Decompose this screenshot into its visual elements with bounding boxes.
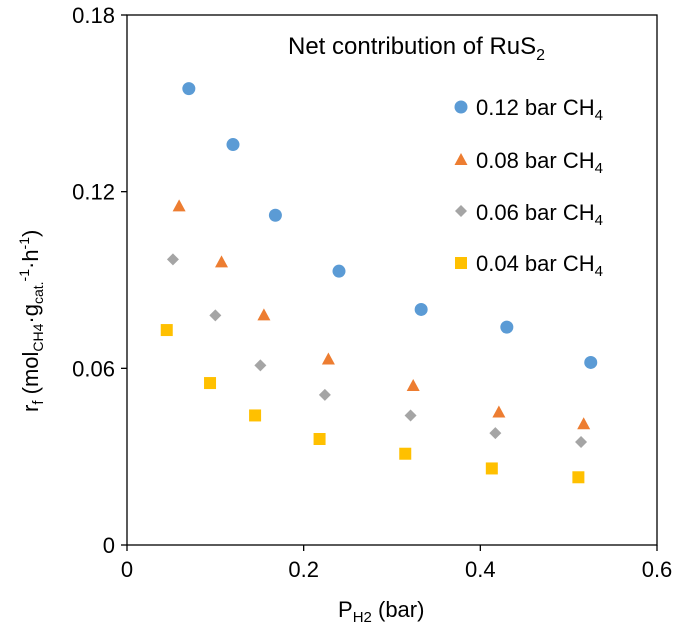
y-axis-title-open: (mol (18, 352, 43, 401)
data-point-series-3 (572, 471, 585, 484)
data-point-series-1 (321, 352, 335, 365)
data-point-series-3 (204, 377, 217, 390)
y-axis-ticks: 0 0.06 0.12 0.18 (72, 3, 127, 558)
data-point-series-1 (406, 379, 420, 391)
x-axis-title: PH2 (bar) (338, 597, 424, 626)
legend-label-text: 0.12 bar CH (476, 95, 595, 120)
y-axis-title: rf (molCH4·gcat.-1·h-1) (16, 230, 47, 412)
y-tick-label: 0.18 (72, 3, 115, 28)
data-point-series-2 (166, 253, 179, 266)
data-point-series-3 (313, 433, 326, 445)
y-axis-title-ch4: CH4 (30, 323, 46, 351)
data-point-series-3 (399, 447, 412, 460)
x-axis-ticks: 0 0.2 0.4 0.6 (121, 545, 672, 582)
legend-label-subscript: 4 (595, 263, 603, 280)
legend-marker-diamond (455, 205, 467, 217)
x-tick-label: 0.2 (288, 557, 319, 582)
data-point-series-2 (575, 435, 588, 448)
data-point-series-2 (404, 409, 417, 422)
legend-label-text: 0.06 bar CH (476, 200, 595, 225)
data-point-series-0 (182, 82, 196, 96)
legend-label-3: 0.04 bar CH4 (476, 251, 603, 280)
data-point-series-1 (577, 417, 591, 430)
data-point-series-0 (226, 138, 240, 152)
y-axis-title-f: f (30, 400, 47, 405)
chart-title: Net contribution of RuS2 (288, 33, 545, 64)
legend-label-subscript: 4 (595, 212, 603, 229)
data-point-series-2 (254, 359, 267, 372)
legend-label-1: 0.08 bar CH4 (476, 148, 603, 177)
y-axis-title-cat: cat. (30, 281, 46, 304)
data-point-series-0 (584, 355, 598, 369)
data-point-series-3 (249, 409, 262, 422)
legend-label-0: 0.12 bar CH4 (476, 95, 603, 124)
legend-entry-0: 0.12 bar CH4 (454, 95, 603, 124)
data-point-series-2 (318, 388, 331, 401)
plot-frame (126, 14, 658, 546)
x-tick-label: 0.4 (465, 557, 496, 582)
legend-label-subscript: 4 (595, 160, 603, 177)
data-point-series-0 (500, 320, 514, 334)
y-tick-label: 0 (103, 533, 115, 558)
y-axis-title-r: r (18, 405, 43, 412)
y-tick-label: 0.06 (72, 356, 115, 381)
legend-marker-circle (454, 100, 468, 114)
data-point-series-2 (209, 309, 222, 322)
data-point-series-1 (172, 199, 186, 212)
data-point-series-3 (160, 324, 173, 337)
legend-entry-2: 0.06 bar CH4 (455, 200, 603, 229)
data-point-series-1 (492, 405, 506, 418)
data-points (160, 82, 598, 484)
legend-entry-3: 0.04 bar CH4 (455, 251, 603, 280)
y-axis-title-g: ·g (18, 304, 43, 324)
legend-label-text: 0.08 bar CH (476, 148, 595, 173)
data-point-series-3 (485, 462, 498, 475)
y-axis-title-h: ·h (18, 249, 43, 269)
legend-entry-1: 0.08 bar CH4 (454, 148, 603, 177)
y-tick-label: 0.12 (72, 180, 115, 205)
data-point-series-1 (257, 308, 271, 321)
chart-title-text: Net contribution of RuS (288, 33, 536, 60)
x-axis-title-text: P (338, 597, 353, 622)
legend-label-2: 0.06 bar CH4 (476, 200, 603, 229)
data-point-series-1 (215, 255, 229, 268)
legend: 0.12 bar CH4 0.08 bar CH4 0.06 bar CH4 0… (454, 95, 603, 280)
y-axis-title-close: ) (18, 230, 43, 237)
data-point-series-2 (489, 427, 502, 440)
data-point-series-0 (414, 302, 428, 316)
y-axis-title-exp1: -1 (16, 269, 32, 282)
chart-title-subscript: 2 (536, 47, 545, 64)
x-axis-title-unit: (bar) (372, 597, 425, 622)
legend-marker-square (455, 257, 467, 269)
data-point-series-0 (268, 208, 282, 222)
x-axis-title-subscript: H2 (353, 609, 372, 626)
legend-marker-triangle (454, 153, 468, 165)
legend-label-text: 0.04 bar CH (476, 251, 595, 276)
y-axis-title-exp2: -1 (16, 237, 32, 250)
x-tick-label: 0.6 (642, 557, 673, 582)
x-tick-label: 0 (121, 557, 133, 582)
legend-label-subscript: 4 (595, 107, 603, 124)
data-point-series-0 (332, 264, 346, 278)
